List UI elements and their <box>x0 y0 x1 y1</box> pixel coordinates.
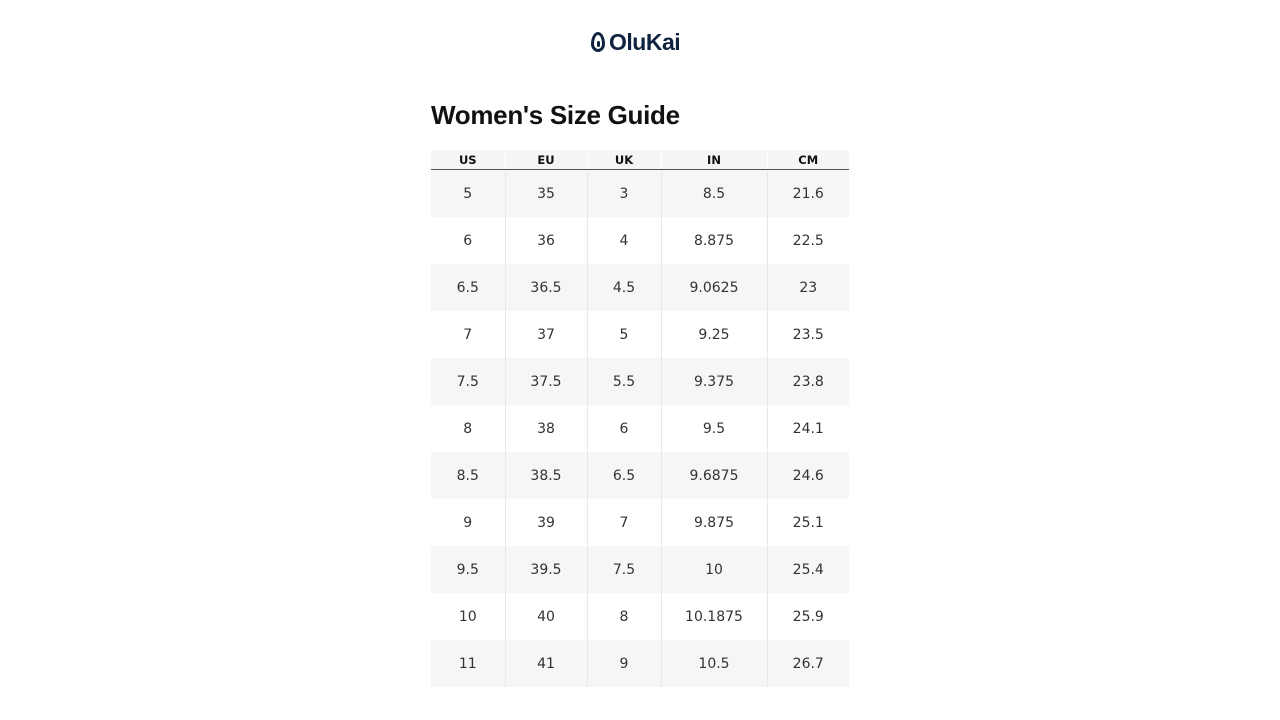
cell-eu: 38 <box>504 405 587 452</box>
column-header-uk: UK <box>586 150 661 170</box>
cell-us: 6 <box>431 217 505 264</box>
column-header-us: US <box>431 150 505 170</box>
cell-uk: 6.5 <box>586 452 661 499</box>
cell-eu: 35 <box>504 169 587 217</box>
column-header-in: IN <box>660 150 767 170</box>
cell-in: 8.875 <box>660 217 767 264</box>
cell-in: 9.6875 <box>660 452 767 499</box>
cell-eu: 41 <box>504 640 587 687</box>
cell-uk: 3 <box>586 169 661 217</box>
cell-cm: 26.7 <box>766 640 849 687</box>
cell-uk: 7.5 <box>586 546 661 593</box>
table-row: 8 38 6 9.5 24.1 <box>431 405 849 452</box>
cell-us: 9.5 <box>431 546 505 593</box>
table-row: 9.5 39.5 7.5 10 25.4 <box>431 546 849 593</box>
cell-uk: 7 <box>586 499 661 546</box>
size-guide-table: US EU UK IN CM 5 35 3 8.5 21.6 6 36 4 8.875 22.5 6.5 36… <box>431 150 849 687</box>
cell-in: 10.5 <box>660 640 767 687</box>
table-row: 5 35 3 8.5 21.6 <box>431 169 849 217</box>
cell-us: 8.5 <box>431 452 505 499</box>
cell-us: 11 <box>431 640 505 687</box>
cell-eu: 37 <box>504 311 587 358</box>
cell-eu: 39.5 <box>504 546 587 593</box>
cell-in: 9.25 <box>660 311 767 358</box>
table-row: 10 40 8 10.1875 25.9 <box>431 593 849 640</box>
table-row: 6 36 4 8.875 22.5 <box>431 217 849 264</box>
cell-in: 9.875 <box>660 499 767 546</box>
cell-in: 8.5 <box>660 169 767 217</box>
table-row: 9 39 7 9.875 25.1 <box>431 499 849 546</box>
cell-in: 9.0625 <box>660 264 767 311</box>
table-row: 7.5 37.5 5.5 9.375 23.8 <box>431 358 849 405</box>
cell-in: 10.1875 <box>660 593 767 640</box>
cell-us: 5 <box>431 169 505 217</box>
cell-cm: 25.4 <box>766 546 849 593</box>
cell-cm: 25.9 <box>766 593 849 640</box>
olukai-drop-icon <box>591 32 605 52</box>
cell-cm: 23.5 <box>766 311 849 358</box>
column-header-eu: EU <box>504 150 587 170</box>
cell-in: 9.5 <box>660 405 767 452</box>
cell-in: 10 <box>660 546 767 593</box>
cell-us: 9 <box>431 499 505 546</box>
cell-uk: 5 <box>586 311 661 358</box>
table-row: 6.5 36.5 4.5 9.0625 23 <box>431 264 849 311</box>
table-row: 11 41 9 10.5 26.7 <box>431 640 849 687</box>
table-header-row: US EU UK IN CM <box>431 150 849 170</box>
olukai-logo[interactable]: OluKai <box>591 28 681 55</box>
cell-eu: 38.5 <box>504 452 587 499</box>
column-header-cm: CM <box>766 150 849 170</box>
cell-uk: 4 <box>586 217 661 264</box>
cell-cm: 23.8 <box>766 358 849 405</box>
cell-in: 9.375 <box>660 358 767 405</box>
table-row: 7 37 5 9.25 23.5 <box>431 311 849 358</box>
cell-us: 7 <box>431 311 505 358</box>
cell-uk: 6 <box>586 405 661 452</box>
cell-eu: 36 <box>504 217 587 264</box>
cell-cm: 24.6 <box>766 452 849 499</box>
cell-uk: 9 <box>586 640 661 687</box>
cell-uk: 8 <box>586 593 661 640</box>
cell-uk: 5.5 <box>586 358 661 405</box>
cell-cm: 25.1 <box>766 499 849 546</box>
cell-us: 7.5 <box>431 358 505 405</box>
cell-eu: 37.5 <box>504 358 587 405</box>
cell-cm: 22.5 <box>766 217 849 264</box>
logo-text: OluKai <box>609 28 681 55</box>
table-row: 8.5 38.5 6.5 9.6875 24.6 <box>431 452 849 499</box>
cell-eu: 40 <box>504 593 587 640</box>
cell-eu: 36.5 <box>504 264 587 311</box>
cell-us: 8 <box>431 405 505 452</box>
cell-cm: 24.1 <box>766 405 849 452</box>
page-title: Women's Size Guide <box>431 100 680 130</box>
cell-uk: 4.5 <box>586 264 661 311</box>
cell-us: 10 <box>431 593 505 640</box>
cell-eu: 39 <box>504 499 587 546</box>
cell-cm: 23 <box>766 264 849 311</box>
cell-cm: 21.6 <box>766 169 849 217</box>
cell-us: 6.5 <box>431 264 505 311</box>
